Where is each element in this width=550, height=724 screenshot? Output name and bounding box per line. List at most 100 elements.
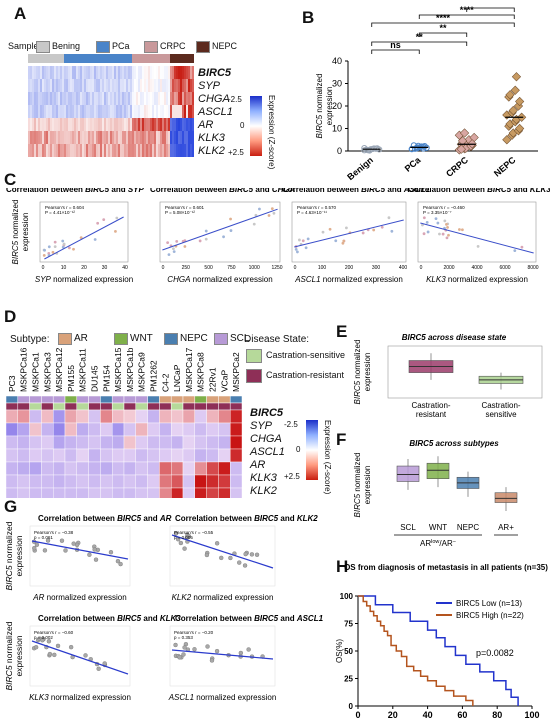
- heatmap-cell: [186, 105, 189, 118]
- heatmap-cell: [68, 118, 71, 131]
- regression-line: [294, 219, 404, 248]
- heatmap-cell: [38, 66, 41, 79]
- data-point: [441, 232, 445, 236]
- heatmap-cell: [50, 105, 53, 118]
- data-point: [438, 232, 441, 236]
- heatmap-cell: [72, 79, 75, 92]
- data-point: [183, 245, 187, 248]
- x-axis-label: ASCL1 normalized expression: [168, 693, 277, 702]
- x-tick-label: NEPC: [492, 155, 518, 179]
- data-point: [59, 538, 65, 543]
- heatmap-cell: [182, 66, 185, 79]
- heatmap-a-gene-syp: SYP: [198, 80, 221, 92]
- heatmap-cell: [114, 79, 117, 92]
- heatmap-cell: [66, 105, 69, 118]
- heatmap-cell: [54, 131, 57, 144]
- subtype-bar-cell: [159, 395, 172, 404]
- heatmap-cell: [130, 144, 133, 157]
- heatmap-cell: [156, 131, 159, 144]
- heatmap-cell: [182, 461, 196, 476]
- heatmap-cell: [176, 105, 179, 118]
- heatmap-cell: [159, 422, 172, 437]
- heatmap-cell: [60, 144, 63, 157]
- heatmap-cell: [132, 79, 135, 92]
- heatmap-cell: [68, 105, 71, 118]
- heatmap-cell: [114, 92, 117, 105]
- heatmap-cell: [40, 79, 43, 92]
- heatmap-cell: [229, 448, 243, 463]
- panel-e-boxplot: BIRC5 across disease state Castration-res…: [353, 333, 543, 419]
- heatmap-cell: [206, 487, 219, 498]
- heatmap-cell: [78, 118, 81, 131]
- data-point: [228, 555, 233, 561]
- legend-label: NEPC: [212, 41, 238, 51]
- heatmap-cell: [98, 118, 101, 131]
- title-gene2: AR: [159, 514, 172, 523]
- x-axis-label-rest: normalized expression: [51, 275, 133, 284]
- x-tick-label: 0: [294, 265, 297, 271]
- heatmap-cell: [160, 105, 163, 118]
- heatmap-cell: [70, 118, 73, 131]
- data-point: [294, 247, 298, 251]
- heatmap-cell: [182, 474, 196, 489]
- heatmap-cell: [164, 144, 167, 157]
- heatmap-cell: [144, 79, 147, 92]
- subtype-bar-cell: [64, 395, 78, 404]
- heatmap-cell: [53, 422, 66, 437]
- heatmap-cell: [96, 105, 99, 118]
- heatmap-cell: [100, 409, 113, 424]
- heatmap-cell: [41, 474, 54, 489]
- heatmap-cell: [135, 487, 148, 498]
- heatmap-cell: [148, 66, 151, 79]
- heatmap-cell: [30, 66, 33, 79]
- heatmap-cell: [64, 92, 67, 105]
- heatmap-cell: [5, 461, 19, 476]
- heatmap-cell: [53, 474, 66, 489]
- heatmap-cell: [88, 105, 91, 118]
- heatmap-cell: [111, 435, 125, 450]
- heatmap-cell: [130, 118, 133, 131]
- heatmap-cell: [46, 66, 49, 79]
- heatmap-cell: [190, 105, 193, 118]
- heatmap-cell: [106, 66, 109, 79]
- stat-text-r: Pearson's r = 0.601: [165, 205, 205, 210]
- heatmap-cell: [186, 118, 189, 131]
- heatmap-cell: [42, 92, 45, 105]
- heatmap-cell: [29, 487, 42, 498]
- x-tick-label: 20: [388, 710, 398, 720]
- heatmap-cell: [84, 92, 87, 105]
- heatmap-cell: [80, 131, 83, 144]
- plot-frame: [39, 201, 129, 263]
- stat-text-r: Pearson's r = −0.20: [174, 630, 214, 635]
- heatmap-cell: [41, 448, 54, 463]
- heatmap-cell: [92, 92, 95, 105]
- data-point: [446, 225, 449, 229]
- heatmap-cell: [194, 487, 207, 498]
- data-point: [55, 643, 61, 649]
- panel-letter-a: A: [14, 4, 27, 23]
- heatmap-cell: [42, 79, 45, 92]
- heatmap-cell: [58, 131, 61, 144]
- y-tick-label: 50: [344, 647, 353, 656]
- heatmap-cell: [70, 79, 73, 92]
- heatmap-cell: [120, 118, 123, 131]
- data-point: [390, 229, 394, 233]
- subtype-bar-cell: [147, 395, 160, 404]
- heatmap-cell: [218, 409, 231, 424]
- heatmap-cell: [134, 144, 137, 157]
- heatmap-cell: [104, 131, 107, 144]
- x-axis-label: AR normalized expression: [32, 593, 126, 602]
- heatmap-cell: [52, 79, 55, 92]
- data-point: [222, 235, 225, 239]
- data-point: [476, 244, 480, 248]
- heatmap-cell: [166, 92, 169, 105]
- heatmap-cell: [60, 79, 63, 92]
- heatmap-cell: [58, 105, 61, 118]
- heatmap-cell: [98, 131, 101, 144]
- data-point: [505, 90, 515, 100]
- heatmap-cell: [28, 144, 31, 157]
- heatmap-cell: [159, 474, 172, 489]
- heatmap-cell: [190, 118, 193, 131]
- heatmap-cell: [184, 144, 187, 157]
- heatmap-cell: [126, 66, 129, 79]
